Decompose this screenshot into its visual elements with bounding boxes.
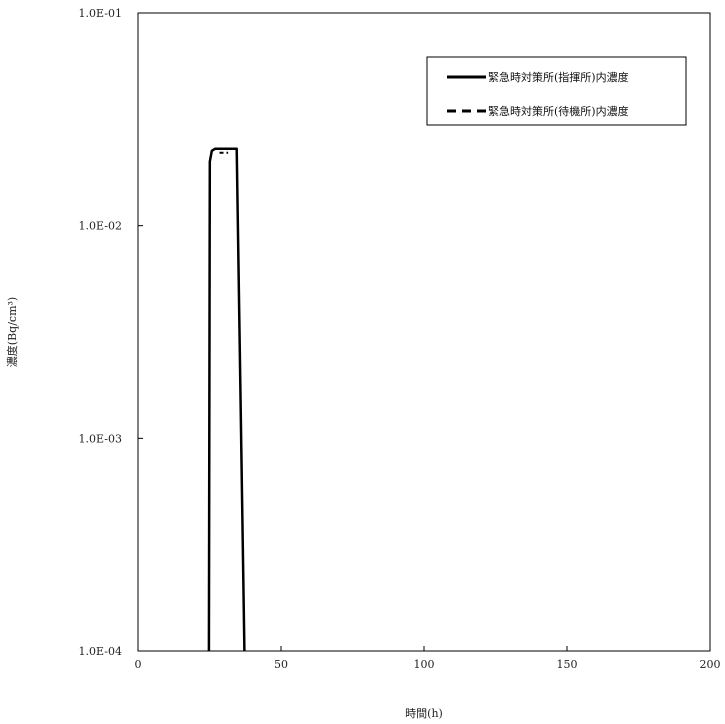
x-tick-label: 100 <box>414 658 435 671</box>
legend-label-standby-room: 緊急時対策所(待機所)内濃度 <box>488 104 629 118</box>
y-axis-title: 濃度(Bq/cm³) <box>5 297 19 367</box>
series-line-command-post <box>207 147 246 652</box>
legend: 緊急時対策所(指揮所)内濃度 緊急時対策所(待機所)内濃度 <box>426 56 687 126</box>
y-tick-label: 1.0E-03 <box>79 432 122 445</box>
x-tick-label: 0 <box>135 658 142 671</box>
y-tick-label: 1.0E-04 <box>79 645 122 658</box>
y-tick-label: 1.0E-02 <box>79 220 122 233</box>
y-tick-labels: 1.0E-04 1.0E-03 1.0E-02 1.0E-01 <box>79 7 122 658</box>
x-tick-label: 50 <box>274 658 288 671</box>
plot-area-frame <box>137 12 711 652</box>
x-tick-label: 200 <box>700 658 721 671</box>
legend-label-command-post: 緊急時対策所(指揮所)内濃度 <box>488 70 629 84</box>
y-tick-label: 1.0E-01 <box>79 7 122 20</box>
series-group <box>207 147 246 652</box>
x-tick-label: 150 <box>557 658 578 671</box>
x-axis-title: 時間(h) <box>405 707 443 720</box>
x-tick-labels: 0 50 100 150 200 <box>135 658 721 671</box>
legend-box <box>426 56 687 126</box>
